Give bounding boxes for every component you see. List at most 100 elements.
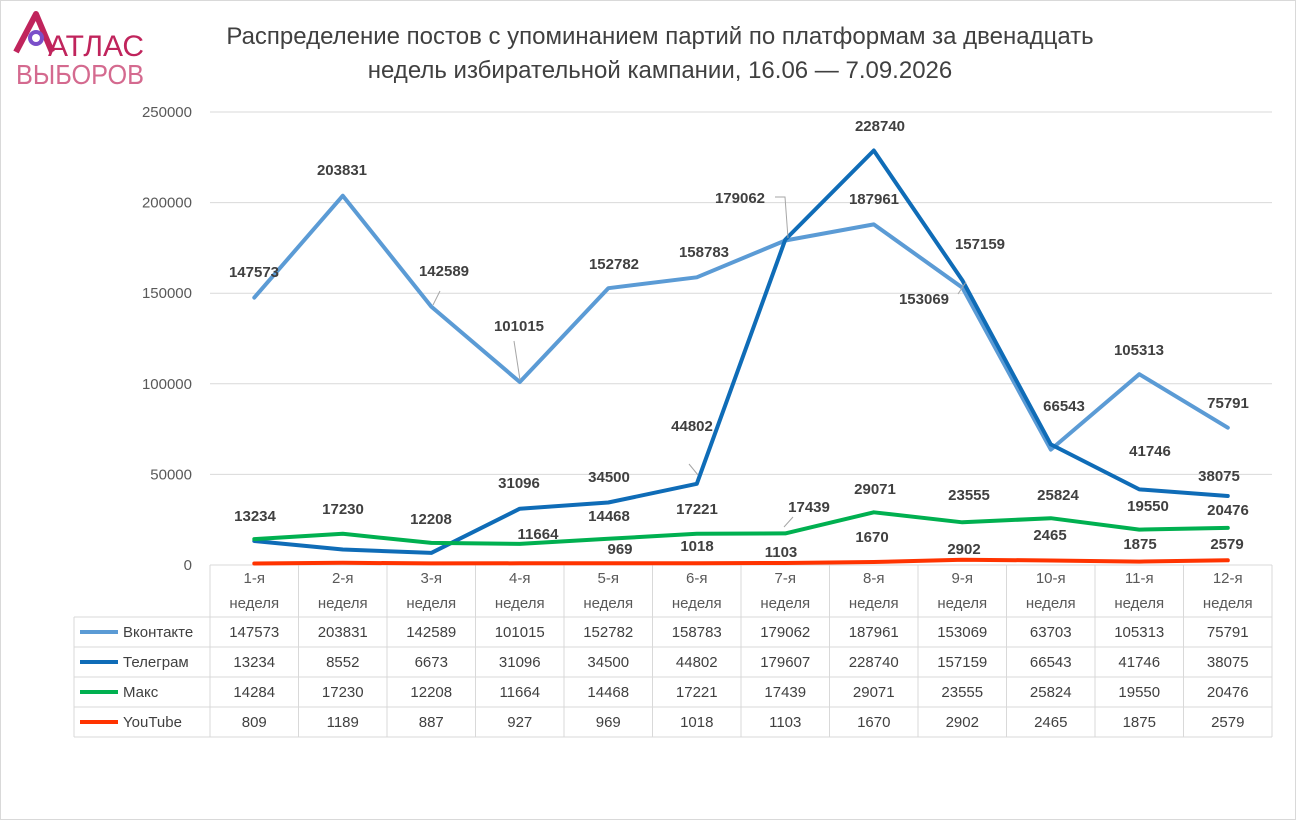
table-cell: 25824 xyxy=(1030,684,1072,701)
table-cell: 157159 xyxy=(937,654,987,671)
table-cell: 153069 xyxy=(937,624,987,641)
x-category-label: неделя xyxy=(583,595,633,612)
data-label: 1103 xyxy=(765,544,798,561)
table-cell: 1189 xyxy=(327,714,359,731)
logo-text-line2: ВЫБОРОВ xyxy=(16,59,144,88)
leader-line xyxy=(513,340,521,381)
series-line xyxy=(252,193,1230,452)
rocket-icon xyxy=(13,11,55,54)
data-label: 44802 xyxy=(671,418,713,435)
table-cell: 34500 xyxy=(587,654,629,671)
table-cell: 158783 xyxy=(672,624,722,641)
x-category-label: неделя xyxy=(1114,595,1164,612)
table-cell: 1018 xyxy=(680,714,713,731)
data-label: 187961 xyxy=(849,191,899,208)
data-label: 20476 xyxy=(1207,502,1249,519)
data-label: 2465 xyxy=(1033,527,1066,544)
y-tick-label: 50000 xyxy=(150,466,192,483)
table-cell: 1670 xyxy=(857,714,890,731)
data-label: 75791 xyxy=(1207,395,1249,412)
y-tick-label: 150000 xyxy=(142,285,192,302)
leader-line xyxy=(775,196,789,239)
series-name: Макс xyxy=(123,684,159,701)
data-label: 12208 xyxy=(410,511,452,528)
x-category-label: неделя xyxy=(406,595,456,612)
table-cell: 75791 xyxy=(1207,624,1249,641)
x-category-label: неделя xyxy=(672,595,722,612)
data-label: 152782 xyxy=(589,256,639,273)
data-label: 2579 xyxy=(1210,536,1243,553)
x-category-label: 10-я xyxy=(1036,570,1066,587)
table-cell: 13234 xyxy=(233,654,275,671)
table-cell: 203831 xyxy=(318,624,368,641)
data-label: 2902 xyxy=(947,541,980,558)
x-category-label: неделя xyxy=(229,595,279,612)
table-cell: 14284 xyxy=(233,684,275,701)
data-label: 29071 xyxy=(854,481,896,498)
y-tick-label: 200000 xyxy=(142,195,192,212)
x-category-label: 5-я xyxy=(598,570,619,587)
y-tick-label: 0 xyxy=(184,557,192,574)
x-category-label: 11-я xyxy=(1125,570,1154,587)
data-label: 38075 xyxy=(1198,468,1240,485)
data-label: 158783 xyxy=(679,244,729,261)
table-cell: 2465 xyxy=(1034,714,1067,731)
table-cell: 152782 xyxy=(583,624,633,641)
data-label: 157159 xyxy=(955,236,1005,253)
series-name: Телеграм xyxy=(123,654,189,671)
series-line xyxy=(252,557,1230,566)
data-label: 66543 xyxy=(1043,398,1085,415)
table-cell: 44802 xyxy=(676,654,718,671)
x-category-label: неделя xyxy=(760,595,810,612)
table-cell: 187961 xyxy=(849,624,899,641)
series-name: Вконтакте xyxy=(123,624,193,641)
table-cell: 8552 xyxy=(326,654,359,671)
data-label: 147573 xyxy=(229,264,279,281)
table-cell: 887 xyxy=(419,714,444,731)
table-cell: 63703 xyxy=(1030,624,1072,641)
data-label: 101015 xyxy=(494,318,544,335)
series-name: YouTube xyxy=(123,714,182,731)
table-cell: 17221 xyxy=(676,684,718,701)
table-cell: 2902 xyxy=(946,714,979,731)
series-line xyxy=(252,510,1230,546)
table-cell: 809 xyxy=(242,714,267,731)
x-category-label: 3-я xyxy=(421,570,442,587)
data-label: 14468 xyxy=(588,508,630,525)
table-cell: 1875 xyxy=(1123,714,1156,731)
data-label: 17439 xyxy=(788,499,830,516)
data-label: 203831 xyxy=(317,162,367,179)
table-cell: 147573 xyxy=(229,624,279,641)
table-cell: 101015 xyxy=(495,624,545,641)
data-label: 17221 xyxy=(676,501,718,518)
table-cell: 31096 xyxy=(499,654,541,671)
data-label: 34500 xyxy=(588,469,630,486)
x-category-label: 12-я xyxy=(1213,570,1243,587)
table-cell: 17230 xyxy=(322,684,364,701)
table-cell: 142589 xyxy=(406,624,456,641)
table-cell: 19550 xyxy=(1118,684,1160,701)
table-cell: 6673 xyxy=(415,654,448,671)
table-cell: 1103 xyxy=(769,714,801,731)
leader-line xyxy=(688,463,699,476)
table-cell: 38075 xyxy=(1207,654,1249,671)
table-cell: 20476 xyxy=(1207,684,1249,701)
table-cell: 29071 xyxy=(853,684,895,701)
chart-title: Распределение постов с упоминанием парти… xyxy=(160,20,1160,88)
y-tick-label: 100000 xyxy=(142,376,192,393)
chart-title-line1: Распределение постов с упоминанием парти… xyxy=(226,23,1094,50)
table-cell: 14468 xyxy=(587,684,629,701)
data-label: 1018 xyxy=(680,538,713,555)
table-cell: 927 xyxy=(507,714,532,731)
table-cell: 11664 xyxy=(499,684,540,701)
logo-text-line1: АТЛАС xyxy=(48,30,144,63)
atlas-vyborov-logo: АТЛАС ВЫБОРОВ xyxy=(13,11,144,88)
leader-line xyxy=(783,516,794,528)
data-label: 19550 xyxy=(1127,498,1169,515)
x-category-label: 2-я xyxy=(332,570,353,587)
data-label: 1670 xyxy=(855,529,888,546)
x-category-label: 9-я xyxy=(952,570,973,587)
data-label: 153069 xyxy=(899,291,949,308)
data-label: 17230 xyxy=(322,501,364,518)
